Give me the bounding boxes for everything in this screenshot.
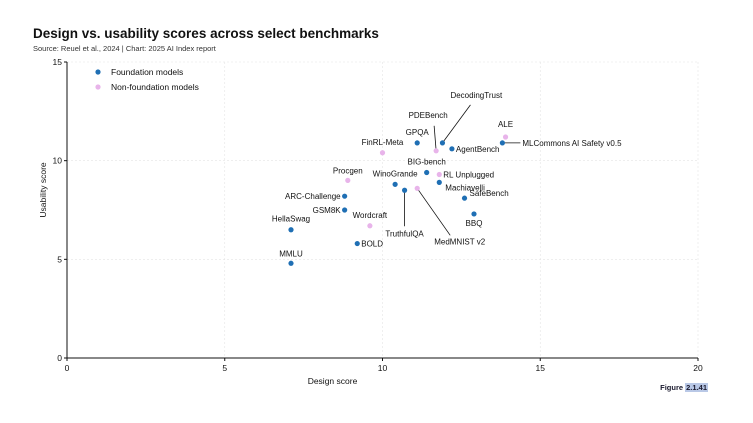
data-point — [342, 207, 348, 213]
data-point — [424, 169, 430, 176]
legend-marker — [95, 69, 101, 75]
data-point — [342, 193, 348, 199]
figure-number: 2.1.41 — [685, 383, 708, 392]
data-label: PDEBench — [409, 111, 448, 120]
x-tick-label: 10 — [378, 363, 388, 373]
x-tick-label: 20 — [693, 363, 703, 373]
y-tick-label: 5 — [57, 254, 62, 264]
data-label: ARC-Challenge — [285, 192, 341, 201]
chart-source: Source: Reuel et al., 2024 | Chart: 2025… — [33, 44, 216, 53]
x-axis-title: Design score — [308, 376, 358, 386]
data-point — [502, 134, 509, 140]
data-point — [288, 260, 294, 266]
legend-label: Foundation models — [111, 67, 183, 77]
data-point — [414, 140, 420, 146]
data-label: ALE — [498, 120, 513, 129]
data-label: WinoGrande — [373, 169, 418, 178]
leader-line — [433, 125, 437, 151]
data-point — [345, 177, 351, 183]
data-label: BIG-bench — [408, 158, 446, 167]
data-point — [449, 146, 455, 152]
data-label: AgentBench — [456, 145, 500, 154]
y-tick-label: 15 — [53, 57, 63, 67]
data-label: BBQ — [466, 219, 483, 228]
data-point — [414, 185, 420, 191]
data-label: FinRL-Meta — [362, 138, 404, 147]
data-label: TruthfulQA — [385, 229, 424, 238]
data-point — [433, 148, 439, 154]
data-label: HellaSwag — [272, 215, 310, 224]
figure-prefix: Figure — [660, 383, 686, 392]
data-label: Machiavelli — [445, 183, 485, 192]
data-point — [436, 179, 442, 185]
y-tick-label: 10 — [53, 156, 63, 166]
figure-label: Figure 2.1.41 — [660, 383, 708, 392]
data-label: DecodingTrust — [450, 91, 503, 100]
data-point — [367, 223, 373, 229]
leader-line — [416, 188, 451, 236]
data-label: SafeBench — [470, 189, 509, 198]
legend-marker — [95, 84, 101, 90]
data-label: MMLU — [279, 249, 303, 258]
data-label: Procgen — [333, 166, 363, 175]
y-tick-label: 0 — [57, 353, 62, 363]
data-point — [471, 211, 477, 217]
data-label: RL Unplugged — [443, 170, 494, 179]
data-label: GSM8K — [313, 206, 342, 215]
data-label: BOLD — [361, 240, 383, 249]
data-point — [439, 140, 446, 146]
data-point — [392, 181, 398, 187]
leader-line — [442, 104, 471, 144]
data-point — [401, 187, 408, 193]
data-label: Wordcraft — [353, 211, 388, 220]
x-tick-label: 15 — [536, 363, 546, 373]
data-label: MedMNIST v2 — [434, 237, 486, 246]
legend-label: Non-foundation models — [111, 82, 199, 92]
chart-title: Design vs. usability scores across selec… — [33, 26, 379, 41]
data-point — [461, 195, 468, 201]
data-point — [288, 227, 294, 233]
x-tick-label: 0 — [65, 363, 70, 373]
data-point — [436, 171, 442, 178]
data-label: MLCommons AI Safety v0.5 — [522, 139, 622, 148]
x-tick-label: 5 — [222, 363, 227, 373]
y-axis-title: Usability score — [38, 162, 48, 218]
data-label: GPQA — [406, 128, 430, 137]
data-point — [499, 140, 505, 146]
data-point — [379, 150, 386, 156]
data-point — [354, 240, 360, 247]
